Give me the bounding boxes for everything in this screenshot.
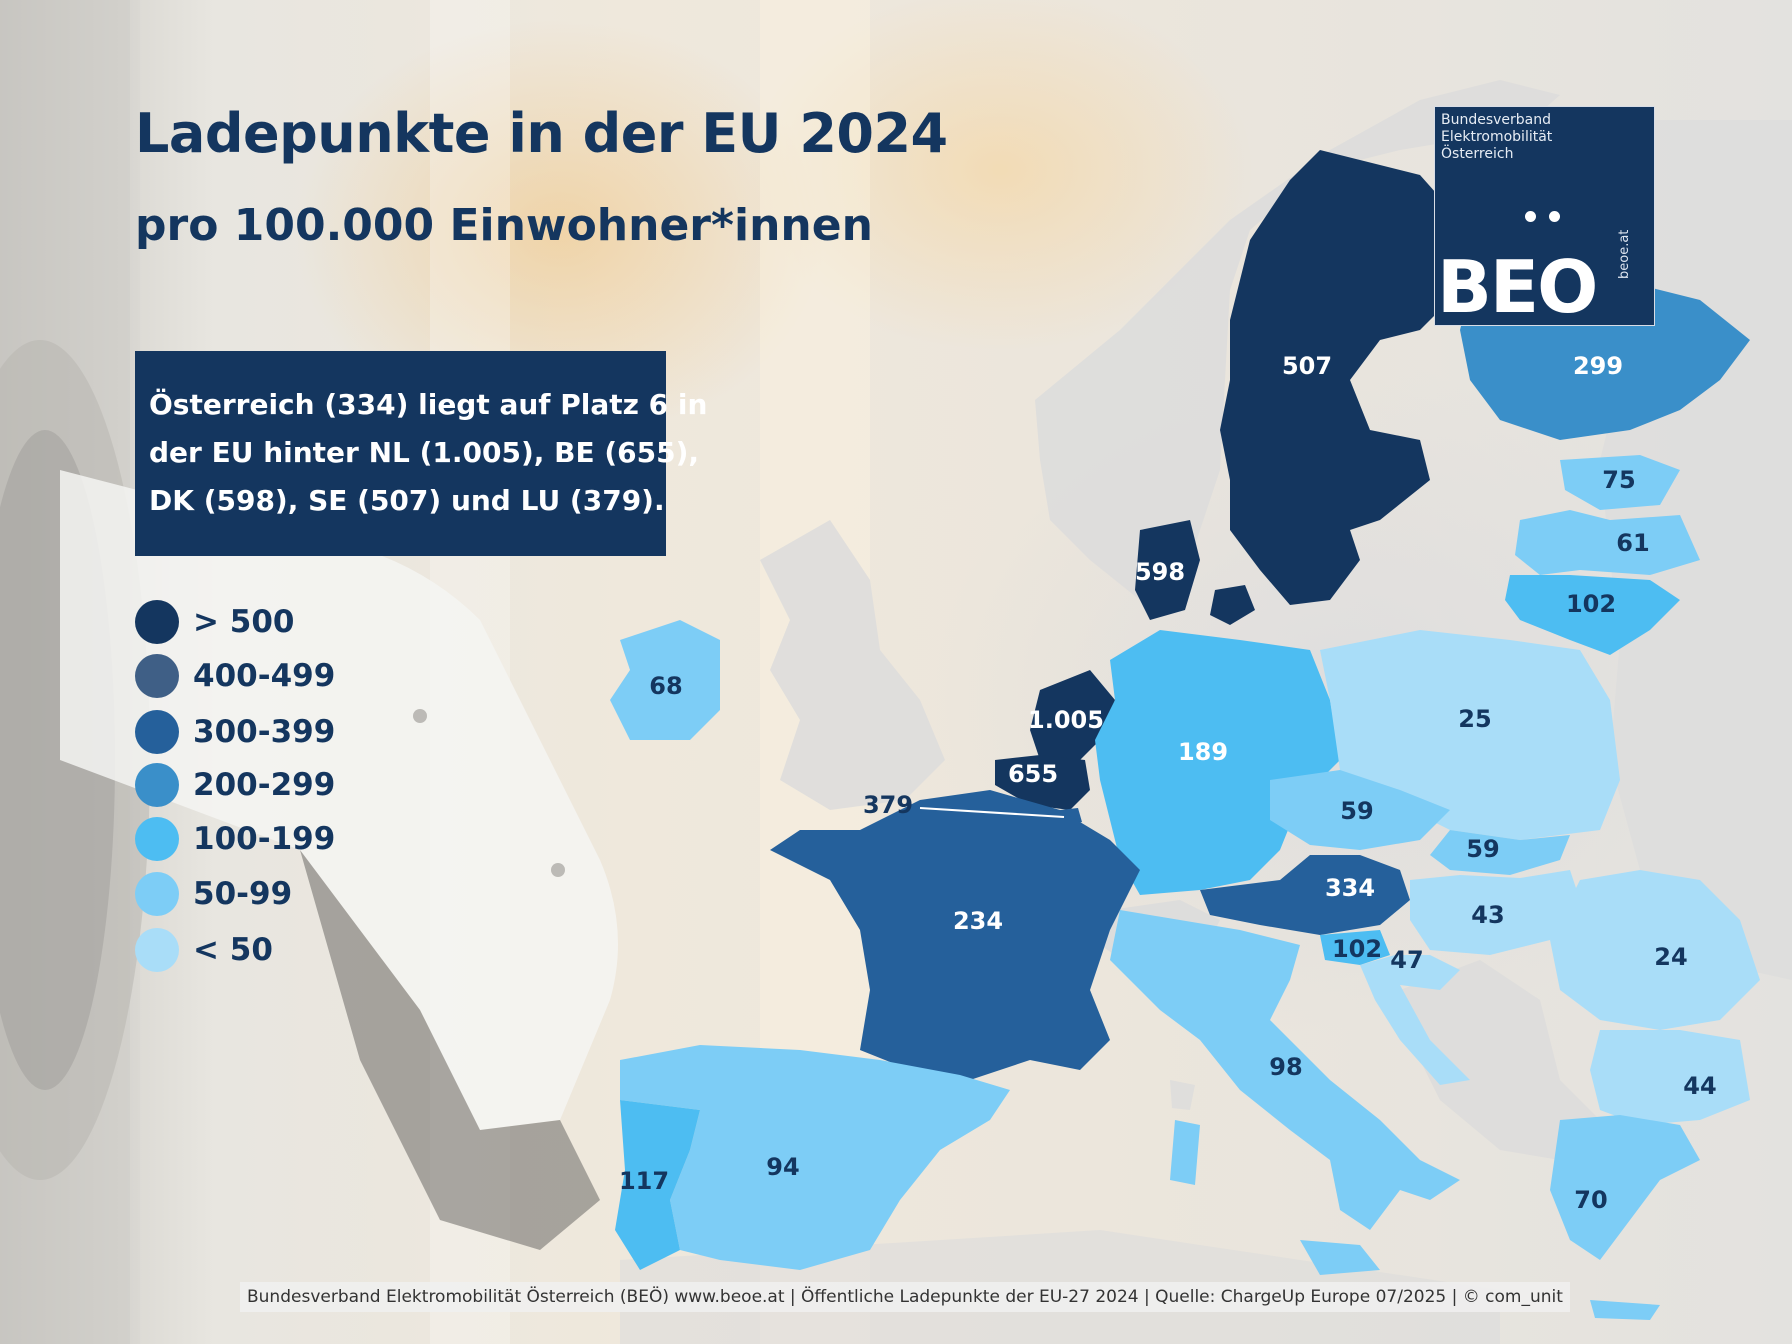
label-austria: 334 xyxy=(1325,874,1375,902)
label-portugal: 117 xyxy=(619,1167,669,1195)
legend-swatch xyxy=(135,928,179,972)
label-estonia: 75 xyxy=(1602,466,1635,494)
label-luxembourg: 379 xyxy=(863,791,913,819)
luxembourg-leader-line xyxy=(919,807,1065,818)
callout-line: der EU hinter NL (1.005), BE (655), xyxy=(149,436,700,469)
legend-swatch xyxy=(135,817,179,861)
legend-label: 200-299 xyxy=(193,767,336,803)
logo-org-line: Bundesverband xyxy=(1441,112,1552,128)
legend-item: 100-199 xyxy=(135,817,395,861)
label-latvia: 61 xyxy=(1616,529,1649,557)
legend-label: 50-99 xyxy=(193,876,293,912)
label-bulgaria: 44 xyxy=(1683,1072,1716,1100)
country-austria xyxy=(1200,855,1410,935)
callout-line: Österreich (334) liegt auf Platz 6 in xyxy=(149,388,708,421)
country-germany xyxy=(1095,630,1340,895)
legend-label: 300-399 xyxy=(193,714,336,750)
country-denmark xyxy=(1135,520,1255,625)
land-uk xyxy=(760,520,945,810)
country-lithuania xyxy=(1505,575,1680,655)
country-estonia xyxy=(1560,455,1680,510)
country-slovenia xyxy=(1320,930,1390,965)
austria-ranking-callout: Österreich (334) liegt auf Platz 6 in de… xyxy=(135,351,708,556)
land-norway xyxy=(1035,80,1560,600)
legend-item: 300-399 xyxy=(135,710,395,754)
country-sweden xyxy=(1220,150,1460,605)
legend-item: 400-499 xyxy=(135,654,395,698)
country-greece xyxy=(1550,1115,1700,1320)
country-netherlands xyxy=(1030,670,1115,760)
country-croatia xyxy=(1360,955,1470,1085)
legend-label: 100-199 xyxy=(193,821,336,857)
label-poland: 25 xyxy=(1458,705,1491,733)
legend-item: 50-99 xyxy=(135,872,395,916)
legend-item: < 50 xyxy=(135,928,395,972)
charging-plug-illustration xyxy=(0,0,618,1344)
label-slovakia: 59 xyxy=(1466,835,1499,863)
country-romania xyxy=(1550,870,1760,1030)
page-subtitle: pro 100.000 Einwohner*innen xyxy=(135,200,873,251)
country-czechia xyxy=(1270,770,1450,850)
legend-label: > 500 xyxy=(193,604,295,640)
page-title: Ladepunkte in der EU 2024 xyxy=(135,102,948,165)
legend-label: < 50 xyxy=(193,932,273,968)
country-spain xyxy=(620,1045,1010,1270)
country-france xyxy=(770,790,1140,1080)
legend-swatch xyxy=(135,600,179,644)
label-spain: 94 xyxy=(766,1153,799,1181)
label-denmark: 598 xyxy=(1135,558,1185,586)
label-belgium: 655 xyxy=(1008,760,1058,788)
country-italy xyxy=(1110,910,1460,1275)
legend-swatch xyxy=(135,763,179,807)
country-poland xyxy=(1320,630,1620,840)
callout-line: DK (598), SE (507) und LU (379). xyxy=(149,484,665,517)
beo-logo: Bundesverband Elektromobilität Österreic… xyxy=(1434,106,1655,329)
label-greece: 70 xyxy=(1574,1186,1607,1214)
logo-dots xyxy=(1525,211,1565,223)
footer-source: Bundesverband Elektromobilität Österreic… xyxy=(240,1282,1570,1312)
country-bulgaria xyxy=(1590,1030,1750,1125)
legend-swatch xyxy=(135,872,179,916)
country-belgium xyxy=(995,755,1090,810)
country-portugal xyxy=(615,1100,700,1270)
logo-brand: BEO xyxy=(1437,245,1598,329)
label-lithuania: 102 xyxy=(1566,590,1616,618)
land-balkans xyxy=(1400,960,1600,1160)
label-slovenia: 102 xyxy=(1332,935,1382,963)
label-sweden: 507 xyxy=(1282,352,1332,380)
label-czechia: 59 xyxy=(1340,797,1373,825)
label-netherlands: 1.005 xyxy=(1028,706,1104,734)
legend-item: 200-299 xyxy=(135,763,395,807)
legend-item: > 500 xyxy=(135,600,395,644)
country-cyprus-island xyxy=(1170,1080,1195,1110)
logo-org-line: Elektromobilität xyxy=(1441,129,1553,145)
logo-org-name: Bundesverband Elektromobilität Österreic… xyxy=(1441,112,1552,163)
label-france: 234 xyxy=(953,907,1003,935)
label-italy: 98 xyxy=(1269,1053,1302,1081)
country-ireland xyxy=(610,620,720,740)
label-croatia: 47 xyxy=(1390,946,1423,974)
logo-org-line: Österreich xyxy=(1441,146,1514,162)
label-romania: 24 xyxy=(1654,943,1687,971)
label-ireland: 68 xyxy=(649,672,682,700)
label-hungary: 43 xyxy=(1471,901,1504,929)
label-germany: 189 xyxy=(1178,738,1228,766)
legend-swatch xyxy=(135,654,179,698)
country-hungary xyxy=(1410,870,1580,955)
country-latvia xyxy=(1515,510,1700,575)
label-finland: 299 xyxy=(1573,352,1623,380)
legend-swatch xyxy=(135,710,179,754)
country-slovakia xyxy=(1430,830,1570,875)
legend-label: 400-499 xyxy=(193,658,336,694)
